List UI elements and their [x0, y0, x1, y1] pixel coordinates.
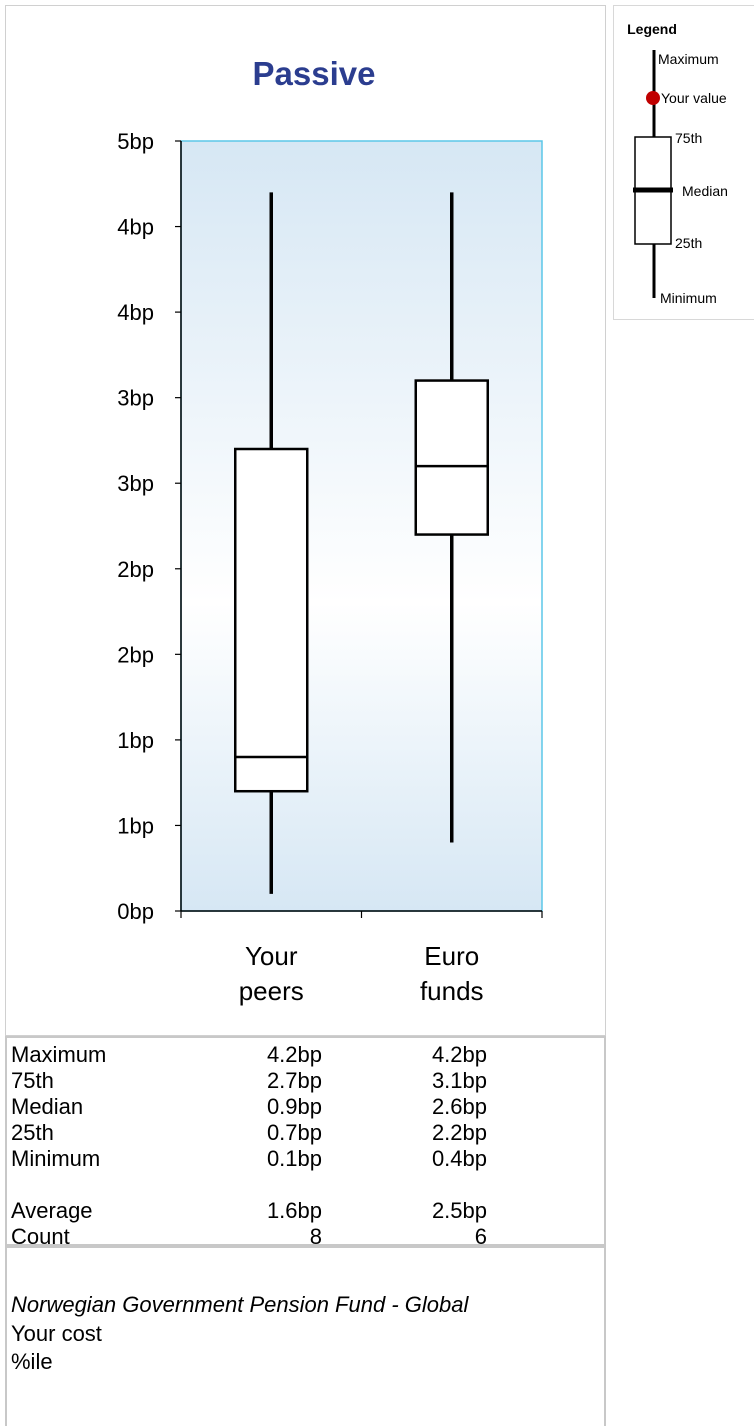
stats-euro-value: 3.1bp: [431, 1068, 487, 1093]
footer-panel: Norwegian Government Pension Fund - Glob…: [5, 1246, 606, 1426]
stats-euro-value: 4.2bp: [431, 1042, 487, 1067]
legend-median-label: Median: [682, 183, 728, 199]
stats-peers-value: 1.6bp: [266, 1198, 322, 1223]
chart-title: Passive: [253, 55, 376, 92]
y-tick-label: 0bp: [117, 899, 154, 924]
stats-row-label: Maximum: [11, 1042, 107, 1067]
stats-row-label: Minimum: [11, 1146, 101, 1171]
chart-panel: Passive 0bp 1bp 1bp 2bp 2bp 3bp 3bp 4bp 4bp 5bp Y…: [5, 5, 606, 1036]
box-plot-chart: Passive 0bp 1bp 1bp 2bp 2bp 3bp 3bp 4bp 4bp 5bp Y…: [117, 55, 543, 1006]
legend-graphic: Legend Maximum Your value 75th Median 25…: [627, 21, 728, 306]
stats-euro-value: 2.2bp: [431, 1120, 487, 1145]
stats-table: Maximum 4.2bp 4.2bp 75th 2.7bp 3.1bp Median 0.9…: [5, 1036, 606, 1249]
legend-minimum-label: Minimum: [660, 290, 717, 306]
stats-euro-value: 2.6bp: [431, 1094, 487, 1119]
y-tick-label: 2bp: [117, 642, 154, 667]
legend-title: Legend: [627, 21, 677, 37]
stats-peers-value: 0.9bp: [266, 1094, 322, 1119]
stats-peers-value: 0.1bp: [266, 1146, 322, 1171]
stats-euro-value: 6: [474, 1224, 487, 1249]
stats-row: 75th 2.7bp 3.1bp: [7, 1066, 604, 1096]
y-tick-label: 5bp: [117, 129, 154, 154]
y-tick-label: 3bp: [117, 386, 154, 411]
stats-row: Minimum 0.1bp 0.4bp: [7, 1144, 604, 1174]
legend-your-value-label: Your value: [661, 90, 727, 106]
x-category-label: Euro: [424, 941, 479, 971]
y-tick-label: 1bp: [117, 813, 154, 838]
y-tick-label: 2bp: [117, 557, 154, 582]
stats-row-label: Count: [11, 1224, 70, 1249]
legend-25th-label: 25th: [675, 235, 702, 251]
stats-row: Median 0.9bp 2.6bp: [7, 1092, 604, 1122]
stats-peers-value: 0.7bp: [266, 1120, 322, 1145]
percentile-label: %ile: [11, 1349, 53, 1374]
your-cost-label: Your cost: [11, 1321, 102, 1346]
stats-euro-value: 2.5bp: [431, 1198, 487, 1223]
stats-peers-value: 4.2bp: [266, 1042, 322, 1067]
y-tick-label: 4bp: [117, 300, 154, 325]
box-iqr: [414, 379, 489, 536]
x-category-label: funds: [420, 976, 484, 1006]
legend-maximum-label: Maximum: [658, 51, 719, 67]
stats-row: Count 8 6: [7, 1222, 604, 1252]
legend-75th-label: 75th: [675, 130, 702, 146]
x-category-label: peers: [239, 976, 304, 1006]
x-category-label: Your: [245, 941, 298, 971]
legend-panel: Legend Maximum Your value 75th Median 25…: [613, 5, 754, 320]
stats-row: 25th 0.7bp 2.2bp: [7, 1118, 604, 1148]
y-tick-label: 3bp: [117, 471, 154, 496]
stats-row-label: 25th: [11, 1120, 54, 1145]
stats-row-label: Median: [11, 1094, 84, 1119]
stats-row: Maximum 4.2bp 4.2bp: [7, 1040, 604, 1070]
stats-row-label: 75th: [11, 1068, 54, 1093]
box-iqr: [234, 447, 309, 793]
stats-row: Average 1.6bp 2.5bp: [7, 1196, 604, 1226]
stats-peers-value: 8: [309, 1224, 322, 1249]
stats-euro-value: 0.4bp: [431, 1146, 487, 1171]
y-tick-label: 1bp: [117, 728, 154, 753]
legend-your-value-dot: [646, 91, 660, 105]
fund-name: Norwegian Government Pension Fund - Glob…: [11, 1292, 469, 1317]
stats-peers-value: 2.7bp: [266, 1068, 322, 1093]
y-tick-label: 4bp: [117, 215, 154, 240]
stats-row-label: Average: [11, 1198, 93, 1223]
